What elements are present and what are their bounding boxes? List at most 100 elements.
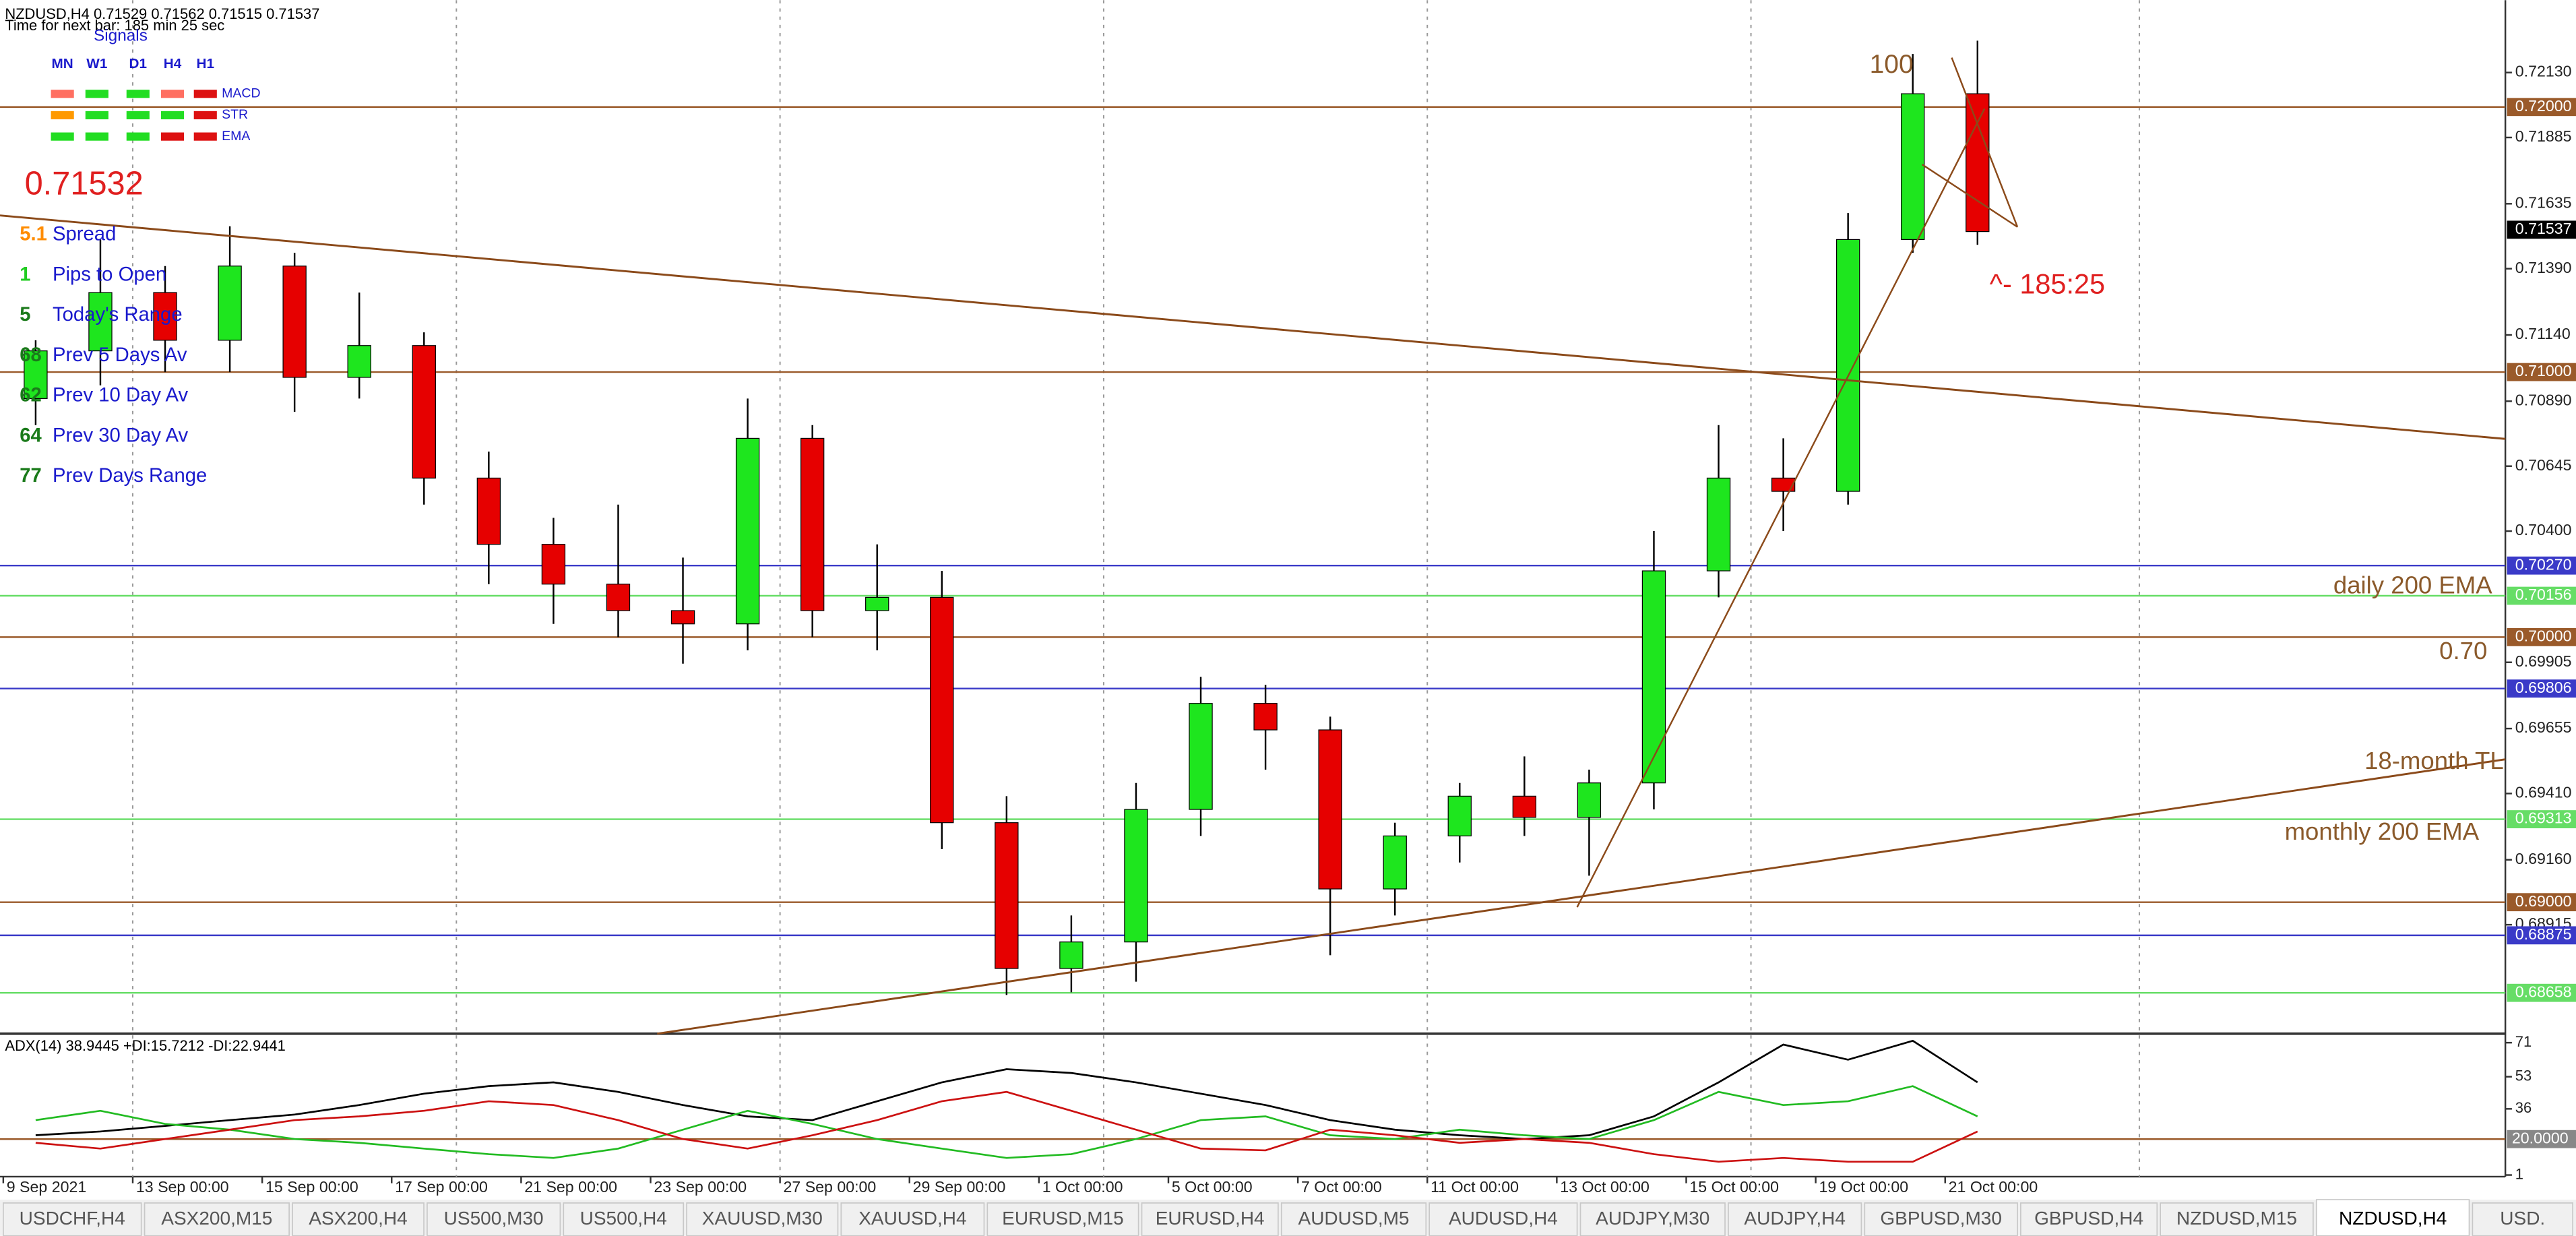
y-tick-label: 53 <box>2515 1067 2532 1084</box>
signal-cell <box>160 132 185 141</box>
signal-cell <box>193 111 217 120</box>
candle-body <box>153 292 177 341</box>
level-label: 0.69000 <box>2515 892 2572 910</box>
tab[interactable] <box>3 1202 142 1236</box>
tab-label[interactable]: GBPUSD,H4 <box>2034 1208 2143 1229</box>
tab-label[interactable]: XAUUSD,M30 <box>702 1208 823 1229</box>
x-tick-label: 15 Sep 00:00 <box>265 1178 358 1196</box>
tab[interactable] <box>1141 1202 1279 1236</box>
candle-body <box>1901 93 1925 241</box>
tab[interactable] <box>144 1202 290 1236</box>
level-label-box <box>2507 983 2576 1002</box>
bar-timer: Time for next bar: 185 min 25 sec <box>5 17 224 34</box>
level-label: 0.70156 <box>2515 586 2572 603</box>
candle-body <box>24 350 48 400</box>
info-label: Prev 5 Days Av <box>53 344 187 366</box>
level-label: 0.68658 <box>2515 983 2572 1000</box>
tab[interactable] <box>563 1202 685 1236</box>
x-tick-label: 21 Oct 00:00 <box>1949 1178 2038 1196</box>
trendline <box>1951 57 2019 228</box>
level-label-box <box>2507 220 2576 239</box>
tab[interactable] <box>1579 1202 1726 1236</box>
signal-cell <box>193 132 217 141</box>
indicator-title: ADX(14) 38.9445 +DI:15.7212 -DI:22.9441 <box>5 1037 285 1054</box>
info-number: 64 <box>20 425 42 446</box>
level-label: 0.70000 <box>2515 627 2572 645</box>
symbol-line: NZDUSD,H4 0.71529 0.71562 0.71515 0.7153… <box>5 5 319 22</box>
candle-body <box>735 437 760 625</box>
tab-label[interactable]: US500,M30 <box>444 1208 544 1229</box>
signal-label: EMA <box>222 129 250 144</box>
candle-body <box>412 345 436 479</box>
info-label: Prev 10 Day Av <box>53 385 188 406</box>
x-tick-label: 29 Sep 00:00 <box>913 1178 1006 1196</box>
info-number: 5.1 <box>20 224 47 245</box>
x-tick-label: 7 Oct 00:00 <box>1301 1178 1382 1196</box>
candle-body <box>865 596 889 611</box>
signal-cell <box>126 90 150 98</box>
level-label-box <box>2507 1130 2576 1148</box>
candle-body <box>1577 782 1602 818</box>
indicator-line <box>35 1085 1978 1159</box>
candle-body <box>670 610 695 625</box>
tab-label[interactable]: GBPUSD,M30 <box>1880 1208 2002 1229</box>
tab[interactable] <box>1280 1202 1427 1236</box>
candle-body <box>1124 809 1148 943</box>
tab[interactable] <box>986 1202 1139 1236</box>
candle-body <box>282 266 307 378</box>
tab-label[interactable]: USDCHF,H4 <box>20 1208 125 1229</box>
signal-cell <box>160 90 185 98</box>
level-label: 0.71537 <box>2515 220 2572 237</box>
tab-label[interactable]: ASX200,M15 <box>161 1208 272 1229</box>
tab-label[interactable]: ASX200,H4 <box>309 1208 407 1229</box>
signal-cell <box>51 111 74 120</box>
candle-body <box>1447 795 1472 836</box>
signal-cell <box>51 132 74 141</box>
candle-body <box>476 477 501 545</box>
tab[interactable] <box>2315 1199 2470 1236</box>
level-label: 0.69806 <box>2515 679 2572 696</box>
info-number: 1 <box>20 264 30 285</box>
tab[interactable] <box>840 1202 985 1236</box>
current-price: 0.71532 <box>25 166 144 202</box>
tab-label[interactable]: AUDUSD,M5 <box>1298 1208 1410 1229</box>
info-number: 5 <box>20 304 30 326</box>
tab-label[interactable]: US500,H4 <box>580 1208 667 1229</box>
info-number: 68 <box>20 344 42 366</box>
tab-label[interactable]: NZDUSD,H4 <box>2339 1208 2447 1229</box>
tab-label[interactable]: XAUUSD,H4 <box>858 1208 966 1229</box>
level-label: 20.0000 <box>2512 1129 2569 1146</box>
tab-label[interactable]: AUDJPY,M30 <box>1596 1208 1709 1229</box>
tab-label[interactable]: AUDUSD,H4 <box>1449 1208 1558 1229</box>
x-tick-label: 9 Sep 2021 <box>7 1178 86 1196</box>
tab[interactable] <box>427 1202 561 1236</box>
indicator-line <box>35 1090 1978 1163</box>
tab[interactable] <box>686 1202 839 1236</box>
x-tick-label: 21 Sep 00:00 <box>524 1178 617 1196</box>
candle-body <box>1771 477 1796 492</box>
candle-body <box>1641 570 1666 784</box>
tab[interactable] <box>2020 1202 2158 1236</box>
tab-label[interactable]: EURUSD,H4 <box>1156 1208 1265 1229</box>
candle-body <box>1512 795 1537 818</box>
tab-label[interactable]: EURUSD,M15 <box>1002 1208 1124 1229</box>
tab-label[interactable]: USD. <box>2500 1208 2545 1229</box>
tab[interactable] <box>1428 1202 1578 1236</box>
x-tick-label: 19 Oct 00:00 <box>1819 1178 1909 1196</box>
annotation: monthly 200 EMA <box>2285 817 2480 845</box>
signal-cell <box>126 132 150 141</box>
candle-body <box>1835 239 1860 492</box>
level-label-box <box>2507 627 2576 646</box>
info-label: Spread <box>53 224 116 245</box>
signal-column: H1 <box>197 56 215 71</box>
candle-body <box>1383 835 1407 890</box>
signal-column: H4 <box>164 56 182 71</box>
info-label: Prev Days Range <box>53 465 207 487</box>
x-tick-label: 15 Oct 00:00 <box>1689 1178 1779 1196</box>
signal-cell <box>85 132 108 141</box>
candle-body <box>995 822 1019 969</box>
tab-label[interactable]: AUDJPY,H4 <box>1744 1208 1846 1229</box>
tab-label[interactable]: NZDUSD,M15 <box>2176 1208 2297 1229</box>
tab[interactable] <box>292 1202 425 1236</box>
